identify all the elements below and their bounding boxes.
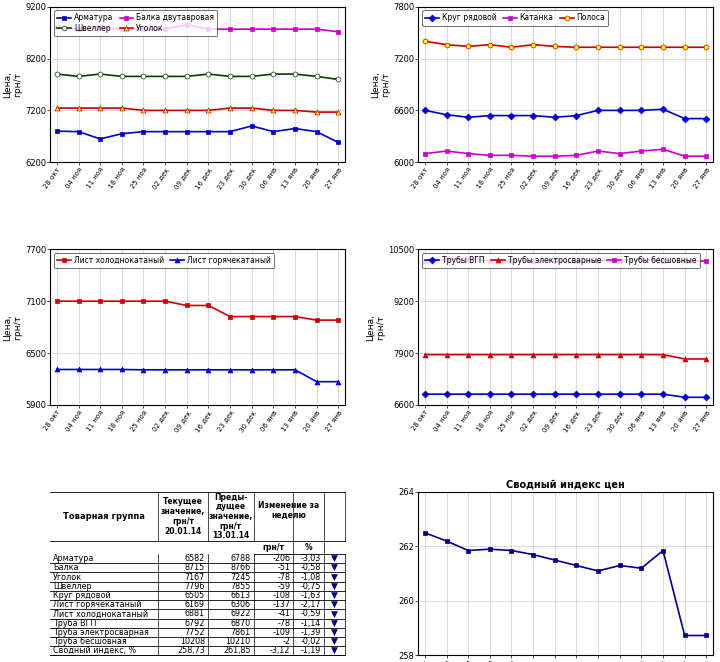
Text: Балка: Балка bbox=[53, 563, 79, 573]
Text: -0,58: -0,58 bbox=[301, 563, 321, 573]
Text: 6922: 6922 bbox=[230, 610, 251, 618]
Text: ▼: ▼ bbox=[331, 619, 338, 628]
Text: Труба бесшовная: Труба бесшовная bbox=[53, 637, 127, 646]
Text: Швеллер: Швеллер bbox=[53, 582, 92, 591]
Text: -0,75: -0,75 bbox=[301, 582, 321, 591]
Y-axis label: Цена,
грн/т: Цена, грн/т bbox=[371, 71, 390, 98]
Text: Текущее
значение,
грн/т
20.01.14: Текущее значение, грн/т 20.01.14 bbox=[161, 497, 205, 536]
Text: -59: -59 bbox=[277, 582, 290, 591]
Y-axis label: Цена,
грн/т: Цена, грн/т bbox=[366, 314, 385, 340]
Text: Изменение за
неделю: Изменение за неделю bbox=[258, 501, 320, 520]
Text: -3,12: -3,12 bbox=[270, 646, 290, 655]
Title: Сводный индекс цен: Сводный индекс цен bbox=[506, 480, 625, 490]
Text: 7796: 7796 bbox=[184, 582, 205, 591]
Text: -109: -109 bbox=[272, 628, 290, 637]
Text: Труба ВГП: Труба ВГП bbox=[53, 619, 96, 628]
Legend: Лист холоднокатаный, Лист горячекатаный: Лист холоднокатаный, Лист горячекатаный bbox=[54, 253, 274, 268]
Text: -108: -108 bbox=[272, 591, 290, 600]
Text: 7861: 7861 bbox=[230, 628, 251, 637]
Text: 6582: 6582 bbox=[185, 554, 205, 563]
Text: -1,14: -1,14 bbox=[301, 619, 321, 628]
Text: ▼: ▼ bbox=[331, 646, 338, 655]
Text: Товарная группа: Товарная группа bbox=[63, 512, 145, 521]
Text: грн/т: грн/т bbox=[263, 543, 284, 552]
Text: -137: -137 bbox=[272, 600, 290, 609]
Text: ▼: ▼ bbox=[331, 563, 338, 573]
Text: ▼: ▼ bbox=[331, 582, 338, 591]
Text: 7245: 7245 bbox=[230, 573, 251, 582]
Text: -0,02: -0,02 bbox=[301, 637, 321, 646]
Legend: Арматура, Швеллер, Балка двутавровая, Уголок: Арматура, Швеллер, Балка двутавровая, Уг… bbox=[54, 11, 217, 36]
Text: 6870: 6870 bbox=[230, 619, 251, 628]
Text: 6505: 6505 bbox=[185, 591, 205, 600]
Text: 7855: 7855 bbox=[230, 582, 251, 591]
Text: 6881: 6881 bbox=[185, 610, 205, 618]
Text: 6792: 6792 bbox=[184, 619, 205, 628]
Text: Сводный индекс, %: Сводный индекс, % bbox=[53, 646, 137, 655]
Text: 8766: 8766 bbox=[230, 563, 251, 573]
Text: -2,17: -2,17 bbox=[301, 600, 321, 609]
Text: ▼: ▼ bbox=[331, 610, 338, 618]
Text: 10208: 10208 bbox=[180, 637, 205, 646]
Text: ▼: ▼ bbox=[331, 628, 338, 637]
Text: -206: -206 bbox=[272, 554, 290, 563]
Text: 10210: 10210 bbox=[225, 637, 251, 646]
Text: -3,03: -3,03 bbox=[301, 554, 321, 563]
Text: ▼: ▼ bbox=[331, 554, 338, 563]
Text: -1,19: -1,19 bbox=[301, 646, 321, 655]
Text: Преды-
дущее
значение,
грн/т
13.01.14: Преды- дущее значение, грн/т 13.01.14 bbox=[209, 493, 253, 540]
Text: 261,85: 261,85 bbox=[223, 646, 251, 655]
Text: -1,63: -1,63 bbox=[301, 591, 321, 600]
Text: 6613: 6613 bbox=[230, 591, 251, 600]
Text: -1,39: -1,39 bbox=[301, 628, 321, 637]
Text: 6169: 6169 bbox=[185, 600, 205, 609]
Text: -51: -51 bbox=[277, 563, 290, 573]
Text: -2: -2 bbox=[282, 637, 290, 646]
Text: Арматура: Арматура bbox=[53, 554, 95, 563]
Text: Лист горячекатаный: Лист горячекатаный bbox=[53, 600, 142, 609]
Text: 7752: 7752 bbox=[184, 628, 205, 637]
Text: 6788: 6788 bbox=[230, 554, 251, 563]
Text: -41: -41 bbox=[277, 610, 290, 618]
Y-axis label: Цена,
грн/т: Цена, грн/т bbox=[3, 71, 22, 98]
Text: 258,73: 258,73 bbox=[177, 646, 205, 655]
Legend: Трубы ВГП, Трубы электросварные, Трубы бесшовные: Трубы ВГП, Трубы электросварные, Трубы б… bbox=[422, 253, 700, 268]
Text: 6306: 6306 bbox=[230, 600, 251, 609]
Text: -78: -78 bbox=[277, 573, 290, 582]
Text: ▼: ▼ bbox=[331, 573, 338, 582]
Text: Труба электросварная: Труба электросварная bbox=[53, 628, 149, 637]
Text: ▼: ▼ bbox=[331, 637, 338, 646]
Y-axis label: Цена,
грн/т: Цена, грн/т bbox=[3, 314, 22, 340]
Text: 7167: 7167 bbox=[185, 573, 205, 582]
Text: Круг рядовой: Круг рядовой bbox=[53, 591, 111, 600]
Text: -0,59: -0,59 bbox=[301, 610, 321, 618]
Text: ▼: ▼ bbox=[331, 600, 338, 609]
Text: -1,08: -1,08 bbox=[301, 573, 321, 582]
Text: Уголок: Уголок bbox=[53, 573, 83, 582]
Text: 8715: 8715 bbox=[185, 563, 205, 573]
Legend: Круг рядовой, Катанка, Полоса: Круг рядовой, Катанка, Полоса bbox=[422, 11, 608, 26]
Text: ▼: ▼ bbox=[331, 591, 338, 600]
Text: Лист холоднокатаный: Лист холоднокатаный bbox=[53, 610, 148, 618]
Text: %: % bbox=[305, 543, 312, 552]
Text: -78: -78 bbox=[277, 619, 290, 628]
